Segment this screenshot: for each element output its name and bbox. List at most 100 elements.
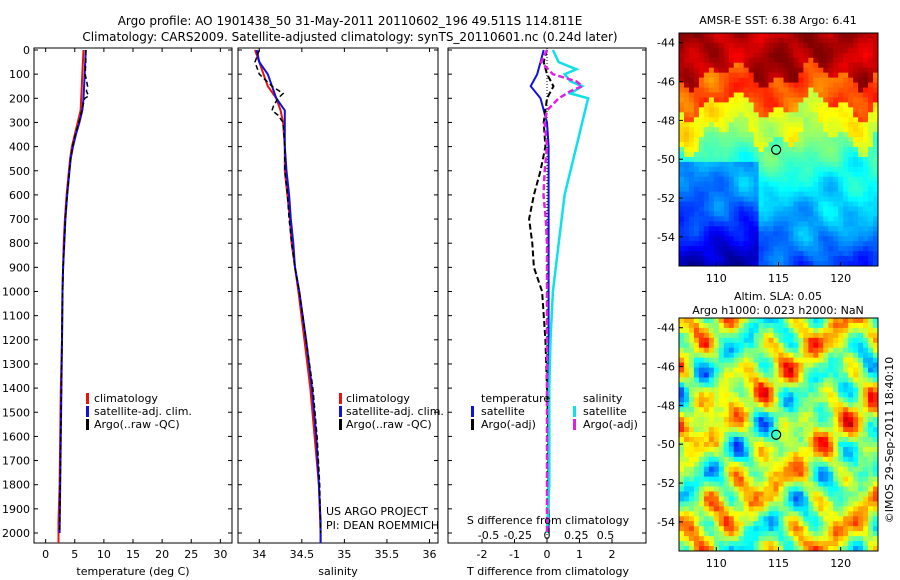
map-cell — [783, 491, 789, 497]
map-cell — [773, 511, 779, 517]
map-cell — [793, 221, 799, 227]
map-cell — [693, 92, 700, 98]
map-cell — [708, 427, 715, 433]
map-cell — [728, 516, 735, 522]
map-cell — [813, 142, 819, 148]
map-cell — [718, 327, 725, 334]
map-cell — [873, 67, 879, 74]
map-cell — [833, 236, 839, 242]
map-cell — [793, 446, 799, 453]
map-cell — [753, 241, 760, 247]
map-cell — [713, 417, 720, 423]
map-cell — [798, 251, 804, 257]
map-cell — [713, 127, 720, 133]
map-cell — [773, 496, 779, 502]
map-cell — [683, 186, 690, 193]
map-cell — [783, 62, 789, 69]
map-cell — [728, 382, 735, 388]
map-cell — [708, 171, 715, 178]
map-cell — [728, 471, 735, 478]
map-cell — [863, 256, 869, 262]
map-cell — [863, 33, 869, 39]
map-cell — [818, 412, 824, 418]
map-cell — [773, 176, 779, 183]
map-cell — [748, 251, 755, 257]
map-cell — [768, 161, 774, 168]
map-cell — [868, 231, 874, 237]
map-cell — [743, 221, 750, 227]
map-cell — [733, 511, 740, 517]
map-cell — [708, 367, 715, 373]
map-cell — [828, 151, 834, 158]
map-cell — [728, 357, 735, 364]
map-cell — [828, 496, 834, 502]
map-cell — [823, 47, 829, 54]
map-cell — [733, 546, 740, 552]
map-cell — [838, 236, 844, 242]
map-cell — [853, 82, 859, 88]
map-cell — [873, 546, 879, 552]
map-cell — [768, 186, 774, 193]
map-cell — [733, 461, 740, 468]
map-cell — [683, 251, 690, 257]
map-cell — [793, 57, 799, 64]
map-cell — [748, 127, 755, 133]
map-cell — [793, 122, 799, 128]
map-cell — [723, 506, 730, 512]
map-cell — [838, 181, 844, 188]
map-cell — [838, 161, 844, 168]
map-cell — [688, 161, 695, 168]
map-cell — [753, 516, 760, 522]
map-cell — [808, 241, 814, 247]
map-cell — [708, 372, 715, 378]
map-cell — [733, 451, 740, 458]
map-cell — [788, 322, 794, 329]
map-cell — [708, 156, 715, 163]
map-cell — [868, 506, 874, 512]
map-cell — [793, 211, 799, 217]
salinity-xlabel: salinity — [318, 565, 358, 578]
map-cell — [853, 486, 859, 492]
map-cell — [683, 441, 690, 448]
map-cell — [823, 166, 829, 173]
map-cell — [753, 397, 760, 403]
map-cell — [743, 377, 750, 383]
map-cell — [728, 422, 735, 428]
map-cell — [679, 372, 685, 378]
map-cell — [703, 496, 710, 502]
map-cell — [693, 226, 700, 232]
map-cell — [813, 342, 819, 349]
map-cell — [733, 362, 740, 368]
map-cell — [838, 357, 844, 364]
map-cell — [748, 142, 755, 148]
map-cell — [693, 161, 700, 168]
map-cell — [858, 47, 864, 54]
map-cell — [723, 318, 730, 324]
map-cell — [703, 102, 710, 108]
map-cell — [783, 201, 789, 207]
map-cell — [743, 87, 750, 93]
map-cell — [688, 481, 695, 487]
map-cell — [843, 422, 849, 428]
map-cell — [793, 536, 799, 542]
map-cell — [753, 251, 760, 257]
map-cell — [713, 412, 720, 418]
map-cell — [863, 52, 869, 59]
map-cell — [798, 142, 804, 148]
map-cell — [713, 37, 720, 44]
map-cell — [843, 231, 849, 237]
map-cell — [863, 446, 869, 453]
map-cell — [738, 382, 745, 388]
map-cell — [753, 137, 760, 143]
map-cell — [718, 387, 725, 393]
map-cell — [838, 241, 844, 247]
map-cell — [818, 117, 824, 123]
map-cell — [748, 256, 755, 262]
map-cell — [838, 151, 844, 158]
map-cell — [843, 481, 849, 487]
map-cell — [738, 412, 745, 418]
map-cell — [803, 511, 809, 517]
map-cell — [688, 476, 695, 482]
map-cell — [688, 112, 695, 118]
map-cell — [818, 33, 824, 39]
